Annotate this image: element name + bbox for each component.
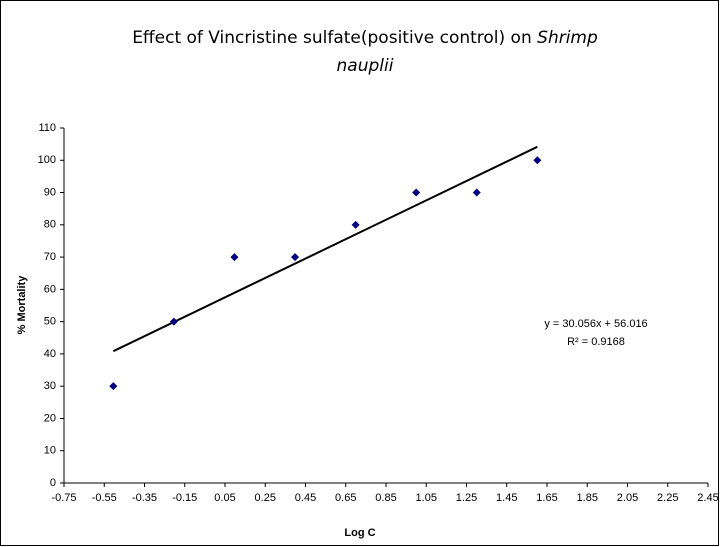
y-tick-label: 90	[44, 186, 56, 198]
y-tick-label: 30	[44, 380, 56, 392]
y-tick-label: 100	[38, 154, 56, 166]
chart-title: Effect of Vincristine sulfate(positive c…	[132, 28, 598, 48]
x-tick-label: 1.65	[536, 492, 557, 504]
x-tick-label: 0.45	[295, 492, 316, 504]
title-main: Effect of Vincristine sulfate(positive c…	[132, 28, 532, 48]
y-tick-label: 40	[44, 348, 56, 360]
x-tick-label: -0.35	[132, 492, 157, 504]
x-tick-label: -0.75	[51, 492, 76, 504]
x-tick-label: 0.05	[214, 492, 235, 504]
y-tick-label: 80	[44, 219, 56, 231]
data-point	[291, 253, 300, 262]
title-species: Shrimp	[537, 28, 598, 48]
x-tick-label: 1.85	[577, 492, 598, 504]
title-species: nauplii	[337, 56, 394, 76]
y-tick-label: 20	[44, 412, 56, 424]
data-point	[230, 253, 239, 262]
y-tick-label: 10	[44, 445, 56, 457]
equation-label: y = 30.056x + 56.016	[544, 318, 647, 330]
data-point	[169, 317, 178, 326]
data-point	[109, 382, 118, 391]
x-tick-label: 0.65	[335, 492, 356, 504]
x-tick-label: 0.85	[375, 492, 396, 504]
x-tick-label: 1.05	[416, 492, 437, 504]
r-squared-label: R² = 0.9168	[567, 336, 625, 348]
data-point	[472, 188, 481, 197]
data-point	[351, 220, 360, 229]
y-axis-title: % Mortality	[16, 275, 28, 335]
trendline	[112, 145, 538, 353]
data-point	[412, 188, 421, 197]
y-tick-label: 50	[44, 316, 56, 328]
data-point	[533, 156, 542, 165]
x-tick-label: 0.25	[255, 492, 276, 504]
x-tick-label: 2.45	[697, 492, 718, 504]
y-tick-label: 0	[50, 477, 56, 489]
x-tick-label: 1.25	[456, 492, 477, 504]
x-tick-label: -0.15	[172, 492, 197, 504]
y-tick-label: 70	[44, 251, 56, 263]
y-tick-label: 110	[38, 122, 56, 134]
x-tick-label: -0.55	[92, 492, 117, 504]
x-tick-label: 2.25	[657, 492, 678, 504]
x-tick-label: 1.45	[496, 492, 517, 504]
x-axis-title: Log C	[344, 527, 375, 539]
x-tick-label: 2.05	[617, 492, 638, 504]
y-tick-label: 60	[44, 283, 56, 295]
